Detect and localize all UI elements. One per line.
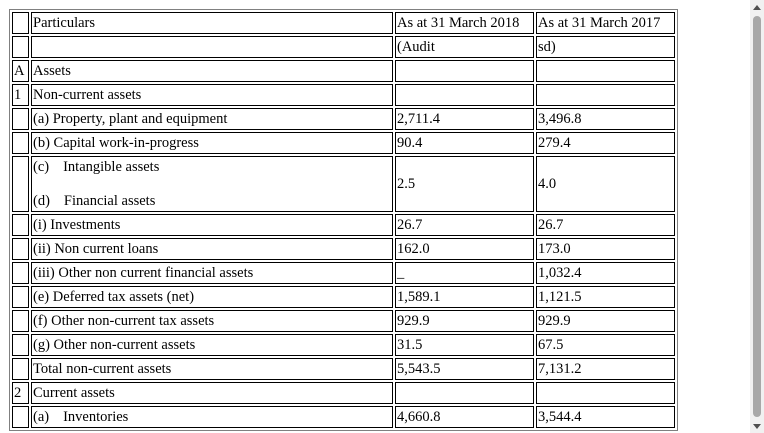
- total-label: Total non-current assets: [31, 358, 393, 380]
- value-cell: [395, 382, 534, 404]
- table-row: A Assets: [12, 60, 675, 82]
- line-item-label: (i) Investments: [31, 214, 393, 236]
- line-item-label: (c) Intangible assets (d) Financial assets: [31, 156, 393, 212]
- scrollbar-thumb[interactable]: [753, 16, 761, 417]
- table-row: (f) Other non-current tax assets 929.9 9…: [12, 310, 675, 332]
- table-row: (Audit sd): [12, 36, 675, 58]
- value-2017: 1,121.5: [536, 286, 675, 308]
- value-cell: [395, 84, 534, 106]
- value-2017: 173.0: [536, 238, 675, 260]
- item-prefix: (d): [33, 193, 50, 209]
- index-cell: 2: [12, 382, 29, 404]
- value-2017: 67.5: [536, 334, 675, 356]
- index-cell: [12, 132, 29, 154]
- table-row: (b) Capital work-in-progress 90.4 279.4: [12, 132, 675, 154]
- line-item-label: (f) Other non-current tax assets: [31, 310, 393, 332]
- line-item-label: (g) Other non-current assets: [31, 334, 393, 356]
- audit-label-2018: (Audit: [395, 36, 534, 58]
- value-2017: 3,496.8: [536, 108, 675, 130]
- scroll-down-icon[interactable]: [750, 419, 764, 433]
- table-row: 1 Non-current assets: [12, 84, 675, 106]
- value-2017: 1,032.4: [536, 262, 675, 284]
- table-row: Particulars As at 31 March 2018 As at 31…: [12, 12, 675, 34]
- table-row: (e) Deferred tax assets (net) 1,589.1 1,…: [12, 286, 675, 308]
- section-heading: Assets: [31, 60, 393, 82]
- value-2017: 4.0: [536, 156, 675, 212]
- balance-sheet-table: Particulars As at 31 March 2018 As at 31…: [9, 9, 678, 431]
- value-2018: 2,711.4: [395, 108, 534, 130]
- line-item-label: (e) Deferred tax assets (net): [31, 286, 393, 308]
- value-2017: 279.4: [536, 132, 675, 154]
- value-2018: 4,660.8: [395, 406, 534, 428]
- table-row: (iii) Other non current financial assets…: [12, 262, 675, 284]
- item-text: Inventories: [63, 409, 129, 425]
- line-item-label: (b) Capital work-in-progress: [31, 132, 393, 154]
- index-cell: [12, 358, 29, 380]
- index-cell: [12, 108, 29, 130]
- line-item-label: (ii) Non current loans: [31, 238, 393, 260]
- value-cell: [395, 60, 534, 82]
- item-prefix: (c): [33, 159, 50, 175]
- value-cell: [536, 382, 675, 404]
- particulars-header: Particulars: [31, 12, 393, 34]
- value-2018: 929.9: [395, 310, 534, 332]
- index-cell: [12, 286, 29, 308]
- table-row: (i) Investments 26.7 26.7: [12, 214, 675, 236]
- year-2017-header: As at 31 March 2017: [536, 12, 675, 34]
- line-item-label: (a) Inventories: [31, 406, 393, 428]
- index-cell: [12, 310, 29, 332]
- value-2017: 26.7: [536, 214, 675, 236]
- table-row: (ii) Non current loans 162.0 173.0: [12, 238, 675, 260]
- line-item-label: (a) Property, plant and equipment: [31, 108, 393, 130]
- table-row: 2 Current assets: [12, 382, 675, 404]
- value-cell: [536, 84, 675, 106]
- value-2018: 162.0: [395, 238, 534, 260]
- value-2018: _: [395, 262, 534, 284]
- item-text: Intangible assets: [63, 159, 160, 175]
- item-text: Financial assets: [63, 193, 156, 209]
- section-heading: Current assets: [31, 382, 393, 404]
- index-cell: [12, 36, 29, 58]
- particulars-cell: [31, 36, 393, 58]
- total-2017: 7,131.2: [536, 358, 675, 380]
- index-cell: [12, 214, 29, 236]
- index-cell: [12, 262, 29, 284]
- value-2017: 929.9: [536, 310, 675, 332]
- year-2018-header: As at 31 March 2018: [395, 12, 534, 34]
- value-cell: [536, 60, 675, 82]
- table-row: Total non-current assets 5,543.5 7,131.2: [12, 358, 675, 380]
- scroll-up-icon[interactable]: [750, 0, 764, 14]
- table-row: (g) Other non-current assets 31.5 67.5: [12, 334, 675, 356]
- index-cell: [12, 406, 29, 428]
- value-2018: 2.5: [395, 156, 534, 212]
- line-item-label: (iii) Other non current financial assets: [31, 262, 393, 284]
- index-cell: [12, 156, 29, 212]
- value-2017: 3,544.4: [536, 406, 675, 428]
- item-prefix: (a): [33, 409, 50, 425]
- index-cell: [12, 334, 29, 356]
- vertical-scrollbar[interactable]: [750, 0, 764, 433]
- index-cell: [12, 238, 29, 260]
- table-row: (c) Intangible assets (d) Financial assets…: [12, 156, 675, 212]
- value-2018: 90.4: [395, 132, 534, 154]
- table-row: (a) Property, plant and equipment 2,711.…: [12, 108, 675, 130]
- index-cell: A: [12, 60, 29, 82]
- total-2018: 5,543.5: [395, 358, 534, 380]
- value-2018: 1,589.1: [395, 286, 534, 308]
- audit-label-2017: sd): [536, 36, 675, 58]
- section-heading: Non-current assets: [31, 84, 393, 106]
- value-2018: 31.5: [395, 334, 534, 356]
- index-cell: 1: [12, 84, 29, 106]
- value-2018: 26.7: [395, 214, 534, 236]
- table-row: (a) Inventories 4,660.8 3,544.4: [12, 406, 675, 428]
- index-cell: [12, 12, 29, 34]
